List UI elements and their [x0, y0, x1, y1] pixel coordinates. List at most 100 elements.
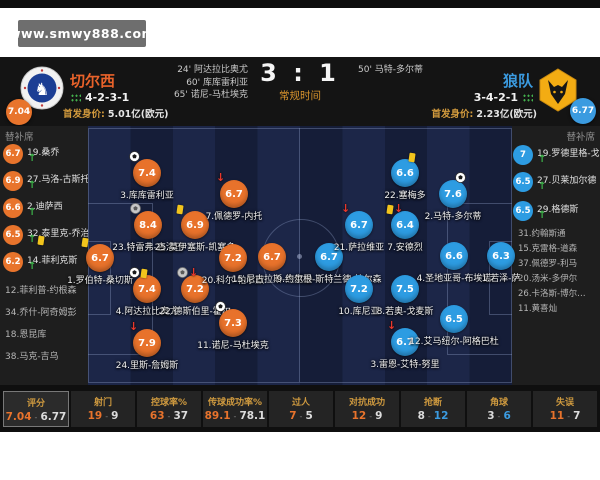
goal-icon	[129, 267, 140, 278]
player-rating-badge: 6.7	[391, 328, 419, 356]
value-label: 首发身价:	[63, 109, 105, 120]
goal-box-right	[489, 241, 512, 315]
watermark-top: www.smwy888.com	[9, 20, 155, 47]
player[interactable]: 7.4 3.库库雷利亚	[120, 151, 174, 201]
sub-off-icon: ↓	[394, 202, 404, 215]
bench-rating-badge: 6.5	[3, 225, 23, 245]
player-name: 4.圣地亚哥-布埃诺	[416, 274, 492, 284]
player[interactable]: 7.2 10.库尼亚	[338, 275, 380, 317]
match-stats-bar: 评分 7.04-6.77 射门 19-9 控球率% 63-37 传球成功率% 8…	[0, 385, 600, 432]
sub-off-icon: ↓	[216, 171, 226, 184]
player[interactable]: 7.4 4.阿达拉比奥尤	[116, 267, 178, 317]
bench-player[interactable]: 6.5 27.贝莱加尔德 ↑	[512, 172, 600, 198]
player[interactable]: 7.2 20.科尔-帕尔默	[202, 244, 264, 286]
bench-player[interactable]: 6.2 14.菲利克斯 ↑	[0, 252, 88, 278]
bench-player-name: 19.罗德里格-戈…	[537, 149, 600, 159]
player-name: 15.尼古拉斯-杰克逊	[231, 275, 313, 285]
bench-rating-badge: 6.5	[513, 172, 533, 192]
player-name: 4.阿达拉比奥尤	[115, 307, 179, 317]
player-name: 12.艾马纽尔-阿格巴杜	[409, 337, 499, 347]
yellow-card-icon	[176, 204, 184, 215]
player[interactable]: 6.3 1.若泽-萨	[482, 242, 520, 284]
player-name: 10.库尼亚	[338, 307, 380, 317]
away-team-name[interactable]: 狼队	[502, 72, 533, 90]
bench-player-name[interactable]: 15.克雷格-道森	[518, 244, 578, 254]
penalty-box-right	[447, 203, 512, 355]
player[interactable]: 6.6 22.塞梅多	[384, 152, 426, 201]
goal-icon	[215, 301, 226, 312]
bench-player-name[interactable]: 38.马克-吉乌	[5, 352, 59, 362]
player[interactable]: ↓ 6.4 7.安德烈	[386, 203, 423, 253]
player-rating-badge: 7.2	[219, 244, 247, 272]
bench-player[interactable]: 6.6 2.迪萨西 ↑	[0, 198, 88, 224]
home-squad-value: 首发身价: 5.01亿(欧元)	[63, 106, 168, 120]
scorer-line: 65' 诺尼-马杜埃克	[173, 90, 248, 100]
away-formation-row: 3-4-2-1	[474, 91, 533, 104]
chelsea-crest-icon: ♞	[20, 66, 64, 110]
sub-on-icon: ↑	[28, 234, 37, 245]
player[interactable]: ↓ 7.2 22.德斯伯里-霍尔	[159, 267, 231, 317]
sub-off-icon: ↓	[129, 320, 139, 333]
bench-rating-badge: 6.5	[513, 201, 533, 221]
bench-player[interactable]: 6.9 27.马洛-古斯托 ↑	[0, 171, 90, 197]
bench-player-name[interactable]: 34.乔什-阿奇姆彭	[5, 308, 77, 318]
yellow-card-icon	[140, 268, 148, 279]
player[interactable]: 7.5 8.若奥-戈麦斯	[377, 275, 433, 317]
bench-player-name[interactable]: 37.佩德罗-利马	[518, 259, 578, 269]
home-formation: 4-2-3-1	[85, 91, 130, 104]
player[interactable]: 6.9 25.莫伊塞斯-凯塞多	[155, 204, 235, 253]
bench-player-name[interactable]: 11.黄喜灿	[518, 304, 558, 314]
bench-player-name: 32.泰里克-乔治	[27, 229, 90, 239]
sub-on-icon: ↑	[538, 181, 547, 192]
player[interactable]: 7.3 11.诺尼-马杜埃克	[197, 301, 269, 351]
bench-player-name[interactable]: 12.菲利普-约根森	[5, 286, 77, 296]
value-label: 首发身价:	[431, 109, 474, 120]
player[interactable]: 6.7 1.罗伯特-桑切斯	[67, 237, 133, 286]
bench-player[interactable]: 6.7 19.桑乔 ↑	[0, 144, 88, 170]
player[interactable]: ↓ 6.7 21.萨拉维亚	[334, 203, 384, 253]
bench-player-name[interactable]: 26.卡洛斯-博尔…	[518, 289, 586, 299]
player-rating-badge: 7.9	[133, 329, 161, 357]
scoreboard-header: ♞ 7.04 切尔西 4-2-3-1 首发身价: 5.01亿(欧元) 24' 阿…	[0, 57, 600, 126]
player[interactable]: ↓ 6.7 3.雷恩-艾特-努里	[370, 320, 439, 370]
player[interactable]: ↓ 7.9 24.里斯-詹姆斯	[116, 321, 179, 371]
stat-tackles: 抢断 8-12	[401, 390, 465, 427]
center-spot	[297, 254, 302, 259]
player[interactable]: ↓ 6.7 7.佩德罗-内托	[206, 172, 263, 222]
player[interactable]: 8.4 23.特雷弗-查洛巴	[112, 203, 184, 253]
yellow-card-icon	[37, 235, 45, 245]
player-rating-badge: 6.4	[391, 211, 419, 239]
bench-player[interactable]: 6.5 29.格德斯 ↑	[512, 201, 600, 227]
player-rating-badge: 7.3	[219, 309, 247, 337]
bench-title: 替补席	[5, 132, 34, 143]
bench-player[interactable]: 6.5 32.泰里克-乔治 ↑	[0, 225, 90, 251]
scorer-line: 60' 库库雷利亚	[186, 77, 248, 88]
bench-player-name[interactable]: 18.恩昆库	[5, 330, 47, 340]
player-name: 11.诺尼-马杜埃克	[197, 341, 269, 351]
player-rating-badge: 6.9	[181, 211, 209, 239]
bench-player-name[interactable]: 20.汤米-多伊尔	[518, 274, 578, 284]
goal-icon	[129, 151, 140, 162]
player[interactable]: 6.7 9.约尔根-斯特兰德-拉尔森	[276, 243, 382, 285]
player[interactable]: 6.7 15.尼古拉斯-杰克逊	[232, 243, 312, 285]
player[interactable]: 7.6 2.马特-多尔蒂	[425, 172, 481, 222]
yellow-card-icon	[408, 152, 416, 163]
bench-player-name: 29.格德斯	[537, 205, 579, 215]
bench-player[interactable]: 7 19.罗德里格-戈… ↑	[512, 145, 600, 171]
player-name: 3.库库雷利亚	[120, 191, 174, 201]
player-name: 7.佩德罗-内托	[205, 212, 263, 222]
sub-off-icon: ↓	[189, 266, 199, 279]
player[interactable]: 6.5 12.艾马纽尔-阿格巴杜	[409, 305, 499, 347]
player-rating-badge: 7.6	[439, 180, 467, 208]
value-amount: 5.01亿(欧元)	[107, 109, 169, 120]
bench-player-name[interactable]: 31.约翰斯通	[518, 229, 566, 239]
home-team-name[interactable]: 切尔西	[70, 72, 116, 90]
player[interactable]: 6.6 4.圣地亚哥-布埃诺	[417, 242, 491, 284]
bench-rating-badge: 6.2	[3, 252, 23, 272]
player-rating-badge: 7.2	[181, 275, 209, 303]
top-white-band: www.smwy888.com	[0, 8, 600, 57]
bench-player-name: 27.马洛-古斯托	[27, 175, 90, 185]
player-rating-badge: 7.4	[133, 159, 161, 187]
player-name: 7.安德烈	[387, 243, 423, 253]
